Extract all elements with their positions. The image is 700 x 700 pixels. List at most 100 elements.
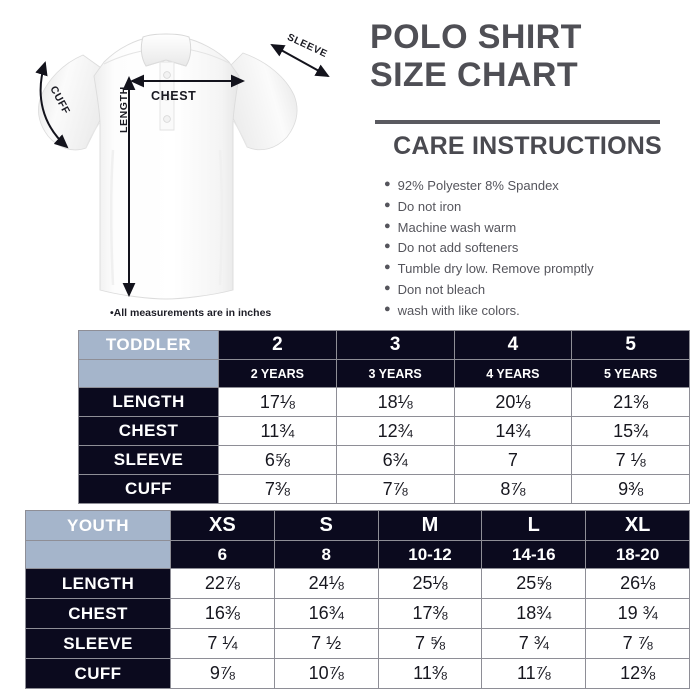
measurement-value-cell: 20⅛ xyxy=(453,387,573,417)
measurement-value-cell: 14¾ xyxy=(453,416,573,446)
table-subheader-row: 6 8 10-12 14-16 18-20 xyxy=(25,540,690,569)
size-header-cell: 2 xyxy=(218,330,337,360)
measurement-value-cell: 11¾ xyxy=(218,416,337,446)
table-header-row: YOUTH XS S M L XL xyxy=(25,510,690,541)
care-instruction-item: ● 92% Polyester 8% Spandex xyxy=(384,176,700,196)
care-instruction-text: Machine wash warm xyxy=(397,219,517,235)
measurement-value-cell: 18¾ xyxy=(481,598,587,629)
table-row: CUFF 9⅞ 10⅞ 11⅜ 11⅞ 12⅜ xyxy=(25,658,690,689)
button xyxy=(163,71,171,79)
measurement-value-cell: 12⅜ xyxy=(585,658,690,689)
size-header-cell: XS xyxy=(170,510,275,541)
measurement-value-cell: 6⅝ xyxy=(218,445,337,475)
measurement-value-cell: 7⅞ xyxy=(335,474,455,504)
age-header-cell: 10-12 xyxy=(377,540,483,569)
measurement-value-cell: 25⅛ xyxy=(377,568,483,599)
measurement-value-cell: 7 ¾ xyxy=(481,628,587,659)
measurement-footnote: •All measurements are in inches xyxy=(110,307,272,319)
bullet-icon: ● xyxy=(384,219,391,232)
care-instruction-text: 92% Polyester 8% Spandex xyxy=(397,178,559,193)
bullet-icon: ● xyxy=(384,198,391,211)
measurement-value-cell: 8⅞ xyxy=(453,474,573,504)
care-instruction-item: ● Do not iron xyxy=(384,197,700,217)
care-instruction-item: ● Don not bleach xyxy=(384,280,700,300)
care-instruction-item: ● wash with like colors. xyxy=(384,301,700,321)
polo-shirt-illustration xyxy=(35,33,330,300)
measurement-value-cell: 7 ½ xyxy=(273,628,379,659)
care-instruction-text: Do not add softeners xyxy=(397,240,519,256)
measurement-value-cell: 11⅞ xyxy=(481,658,587,689)
care-instruction-text: Tumble dry low. Remove promptly xyxy=(397,261,594,276)
measurement-value-cell: 7 ¼ xyxy=(170,628,275,659)
table-subheader-row: 2 YEARS 3 YEARS 4 YEARS 5 YEARS xyxy=(78,359,690,388)
measurement-value-cell: 15¾ xyxy=(571,416,690,446)
page-title: POLO SHIRT SIZE CHART xyxy=(370,18,690,94)
measurement-value-cell: 10⅞ xyxy=(273,658,379,689)
measurement-label-cell: SLEEVE xyxy=(25,628,171,659)
table-row: LENGTH 22⅞ 24⅛ 25⅛ 25⅝ 26⅛ xyxy=(25,568,690,599)
care-instruction-text: Do not iron xyxy=(397,198,462,214)
size-header-cell: 4 xyxy=(453,330,573,360)
youth-table-body: YOUTH XS S M L XL 6 8 10-12 14-16 18-20 LENGTH 22⅞ 24… xyxy=(25,510,690,689)
care-instruction-text: wash with like colors. xyxy=(397,302,520,318)
youth-size-table: YOUTH XS S M L XL 6 8 10-12 14-16 18-20 LENGTH 22⅞ 24… xyxy=(25,510,690,689)
left-sleeve xyxy=(37,54,105,151)
toddler-size-table: TODDLER 2 3 4 5 2 YEARS 3 YEARS 4 YEARS 5 YEARS L… xyxy=(78,330,690,504)
bullet-icon: ● xyxy=(384,281,391,294)
care-instructions-title: CARE INSTRUCTIONS xyxy=(393,132,662,160)
table-row: CHEST 16⅜ 16¾ 17⅜ 18¾ 19 ¾ xyxy=(25,598,690,629)
size-header-cell: M xyxy=(377,510,483,541)
size-header-cell: S xyxy=(273,510,379,541)
measurement-value-cell: 25⅝ xyxy=(481,568,587,599)
measurement-value-cell: 24⅛ xyxy=(273,568,379,599)
title-line-1: POLO SHIRT xyxy=(370,18,582,56)
measurement-value-cell: 6¾ xyxy=(335,445,455,475)
measurement-value-cell: 7 xyxy=(453,445,573,475)
age-header-cell: 3 YEARS xyxy=(335,359,455,388)
measurement-value-cell: 21⅜ xyxy=(571,387,690,417)
age-header-cell: 5 YEARS xyxy=(571,359,690,388)
measurement-value-cell: 9⅜ xyxy=(571,474,690,504)
size-header-cell: 3 xyxy=(335,330,455,360)
measurement-value-cell: 16⅜ xyxy=(170,598,275,629)
title-line-2: SIZE CHART xyxy=(370,56,578,95)
measurement-label-cell: LENGTH xyxy=(78,387,219,417)
measurement-value-cell: 9⅞ xyxy=(170,658,275,689)
measurement-label-cell: CHEST xyxy=(25,598,171,629)
right-sleeve xyxy=(227,52,298,151)
measurement-value-cell: 7 ⅝ xyxy=(377,628,483,659)
bullet-icon: ● xyxy=(384,178,391,190)
age-header-cell: 4 YEARS xyxy=(453,359,573,388)
shirt-diagram: CHEST LENGTH SLEEVE CUFF xyxy=(0,0,350,320)
bullet-icon: ● xyxy=(384,261,391,273)
title-divider xyxy=(375,120,660,124)
age-header-cell: 2 YEARS xyxy=(218,359,337,388)
bullet-icon: ● xyxy=(384,240,391,253)
table-row: CHEST 11¾ 12¾ 14¾ 15¾ xyxy=(78,416,690,446)
button xyxy=(163,115,171,123)
care-instruction-item: ● Do not add softeners xyxy=(384,238,700,258)
size-header-cell: L xyxy=(481,510,587,541)
care-instructions-list: ● 92% Polyester 8% Spandex ● Do not iron ● Ma… xyxy=(384,176,700,321)
measurement-value-cell: 17⅛ xyxy=(218,387,337,417)
measurement-value-cell: 26⅛ xyxy=(585,568,690,599)
care-instruction-text: Don not bleach xyxy=(397,281,486,297)
age-header-cell: 18-20 xyxy=(585,540,690,569)
measurement-value-cell: 11⅜ xyxy=(377,658,483,689)
table-header-row: TODDLER 2 3 4 5 xyxy=(78,330,690,360)
sleeve-measure-arrow xyxy=(270,44,330,77)
chest-label: CHEST xyxy=(151,89,197,103)
measurement-label-cell: LENGTH xyxy=(25,568,171,599)
toddler-table-body: TODDLER 2 3 4 5 2 YEARS 3 YEARS 4 YEARS 5 YEARS L… xyxy=(78,330,690,504)
measurement-label-cell: SLEEVE xyxy=(78,445,219,475)
measurement-value-cell: 12¾ xyxy=(335,416,455,446)
group-label-cell: YOUTH xyxy=(25,510,171,541)
group-label-cell: TODDLER xyxy=(78,330,219,360)
measurement-value-cell: 7 ⅛ xyxy=(571,445,690,475)
table-row: CUFF 7⅜ 7⅞ 8⅞ 9⅜ xyxy=(78,474,690,504)
cuff-measure-arrow xyxy=(35,61,69,149)
age-header-cell: 14-16 xyxy=(481,540,587,569)
length-label: LENGTH xyxy=(118,86,130,133)
